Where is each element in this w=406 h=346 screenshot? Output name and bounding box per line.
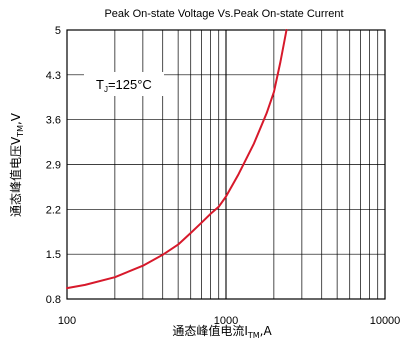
x-tick-label: 10000	[370, 315, 401, 327]
x-tick-label: 100	[58, 315, 76, 327]
x-tick-label: 1000	[214, 315, 238, 327]
y-tick-label: 5	[55, 25, 61, 37]
x-axis-label: 通态峰值电流ITM,A	[172, 323, 272, 340]
grid	[67, 30, 385, 299]
series-line	[66, 29, 288, 290]
annotation-background	[84, 72, 164, 96]
y-tick-label: 3.6	[46, 115, 61, 127]
y-tick-label: 4.3	[46, 70, 61, 82]
annotation-text: TJ=125°C	[96, 77, 152, 94]
y-tick-label: 1.5	[46, 249, 61, 261]
y-tick-label: 2.9	[46, 160, 61, 172]
y-axis-label: 通态峰值电压VTM,V	[8, 112, 25, 217]
chart-title: Peak On-state Voltage Vs.Peak On-state C…	[104, 8, 343, 20]
y-tick-label: 0.8	[46, 294, 61, 306]
plot-frame	[66, 29, 386, 300]
series-layer	[66, 29, 288, 290]
tick-labels: 0.8 1.5 2.2 2.9 3.6 4.3 5 100 1000 10000	[46, 25, 401, 327]
y-tick-label: 2.2	[46, 204, 61, 216]
